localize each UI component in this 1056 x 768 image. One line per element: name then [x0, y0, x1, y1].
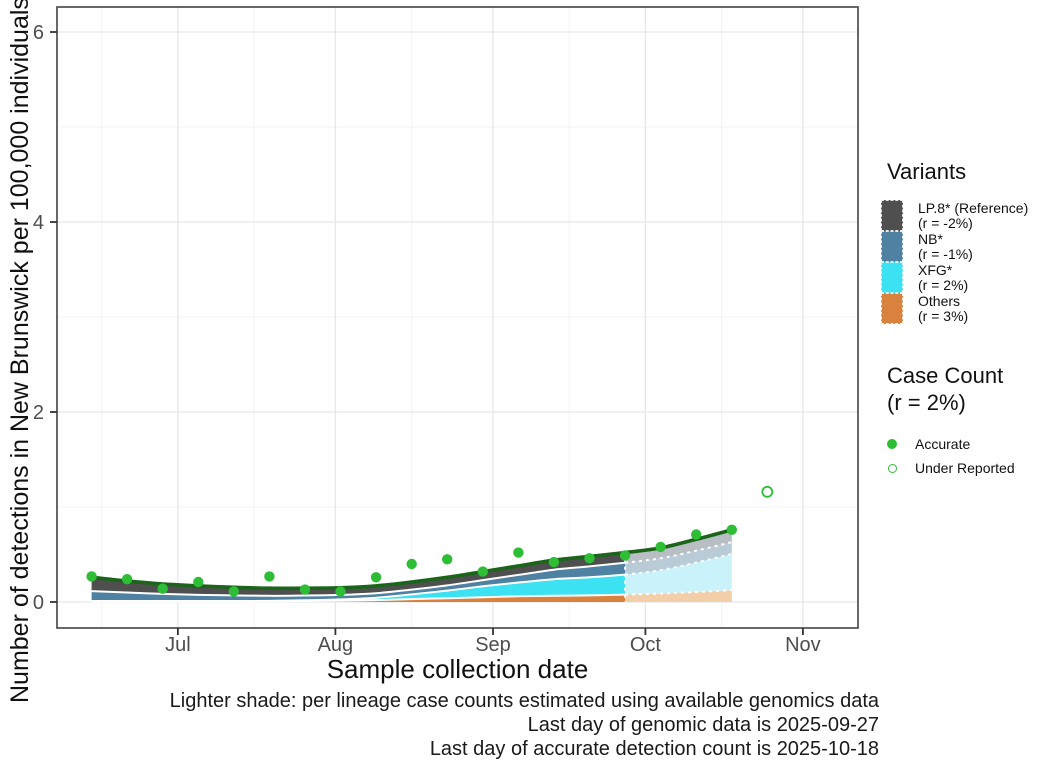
area-estimated-XFG* [625, 554, 732, 595]
layer-separator-estimated [624, 553, 733, 576]
accurate-case-dot [726, 524, 737, 535]
lp8-rate: (r = -2%) [918, 214, 973, 231]
y-tick-label: 4 [33, 212, 44, 234]
layer-separator [91, 573, 626, 603]
x-tick-label: Oct [630, 634, 662, 656]
accurate-case-dot [406, 558, 417, 570]
legend-entry-xfg: XFG* (r = 2%) [881, 262, 1028, 293]
area-Others [91, 594, 626, 602]
y-axis-title: Number of detections in New Brunswick pe… [6, 0, 34, 703]
y-tick-label: 2 [33, 402, 44, 424]
case-count-title-line2: (r = 2%) [887, 390, 966, 415]
accurate-case-dot [121, 574, 133, 585]
lp8-label: LP.8* (Reference) [918, 199, 1029, 216]
legend-entry-under-reported: Under Reported [881, 456, 1015, 480]
x-tick-label: Sep [475, 634, 511, 656]
accurate-case-dot [513, 547, 524, 558]
xfg-rate: (r = 2%) [918, 276, 969, 293]
accurate-case-dot [477, 566, 488, 577]
caption: Lighter shade: per lineage case counts e… [170, 689, 879, 761]
variants-legend-title: Variants [887, 159, 967, 184]
caption-line-3: Last day of accurate detection count is … [429, 738, 879, 760]
layer-separator-estimated [625, 589, 732, 596]
accurate-case-dot [264, 571, 275, 582]
x-tick-label: Aug [318, 634, 354, 656]
caption-line-1: Lighter shade: per lineage case counts e… [169, 690, 879, 712]
others-rate: (r = 3%) [918, 307, 969, 324]
legend-entry-accurate: Accurate [881, 432, 1015, 456]
accurate-case-dot [691, 529, 702, 540]
accurate-case-dot [619, 550, 631, 561]
accurate-case-dot [86, 571, 97, 582]
accurate-case-dot [157, 583, 168, 594]
accurate-case-dot [655, 541, 666, 553]
x-tick-label: Nov [785, 634, 821, 656]
nb-label: NB* [918, 230, 943, 247]
x-axis-title: Sample collection date [326, 654, 589, 684]
case-count-legend: Case Count (r = 2%) Accurate Under Repor… [881, 362, 1015, 480]
area-estimated-NB* [625, 542, 732, 575]
layer-separator [91, 561, 626, 597]
accurate-case-dot [335, 586, 346, 597]
accurate-label: Accurate [915, 436, 971, 452]
others-swatch [881, 293, 903, 324]
y-tick-label: 6 [33, 22, 44, 44]
accurate-dot-icon [887, 439, 897, 449]
xfg-swatch [881, 262, 903, 293]
accurate-case-dot [193, 576, 204, 588]
variants-legend-entries: LP.8* (Reference) (r = -2%) NB* (r = -1%… [881, 200, 1028, 324]
caption-line-2: Last day of genomic data is 2025-09-27 [527, 714, 879, 736]
under-reported-case-dot [761, 485, 774, 498]
legend-entry-nb: NB* (r = -1%) [881, 231, 1028, 262]
legend-entry-others: Others (r = 3%) [881, 293, 1028, 324]
area-estimated-Others [625, 590, 732, 602]
area-XFG* [91, 574, 626, 602]
nb-swatch [881, 231, 903, 262]
accurate-case-dot [584, 553, 595, 564]
panel-border [56, 6, 859, 629]
xfg-label: XFG* [918, 261, 953, 278]
case-count-title-line1: Case Count [887, 363, 1004, 388]
variants-legend: Variants LP.8* (Reference) (r = -2%) NB*… [881, 159, 1028, 324]
others-label: Others [918, 292, 961, 309]
y-tick-label: 0 [33, 592, 44, 614]
legend-entry-lp8: LP.8* (Reference) (r = -2%) [881, 200, 1028, 231]
nb-rate: (r = -1%) [918, 245, 973, 262]
accurate-case-dot [370, 572, 382, 583]
accurate-case-dot [228, 586, 239, 597]
accurate-case-dot [548, 556, 560, 568]
under-reported-dot-icon [887, 463, 897, 473]
under-reported-label: Under Reported [915, 460, 1015, 476]
lp8-swatch [881, 200, 903, 231]
accurate-case-dot [299, 584, 311, 595]
x-tick-label: Jul [165, 634, 191, 656]
layer-separator-estimated [624, 541, 733, 564]
accurate-case-dot [442, 554, 453, 565]
